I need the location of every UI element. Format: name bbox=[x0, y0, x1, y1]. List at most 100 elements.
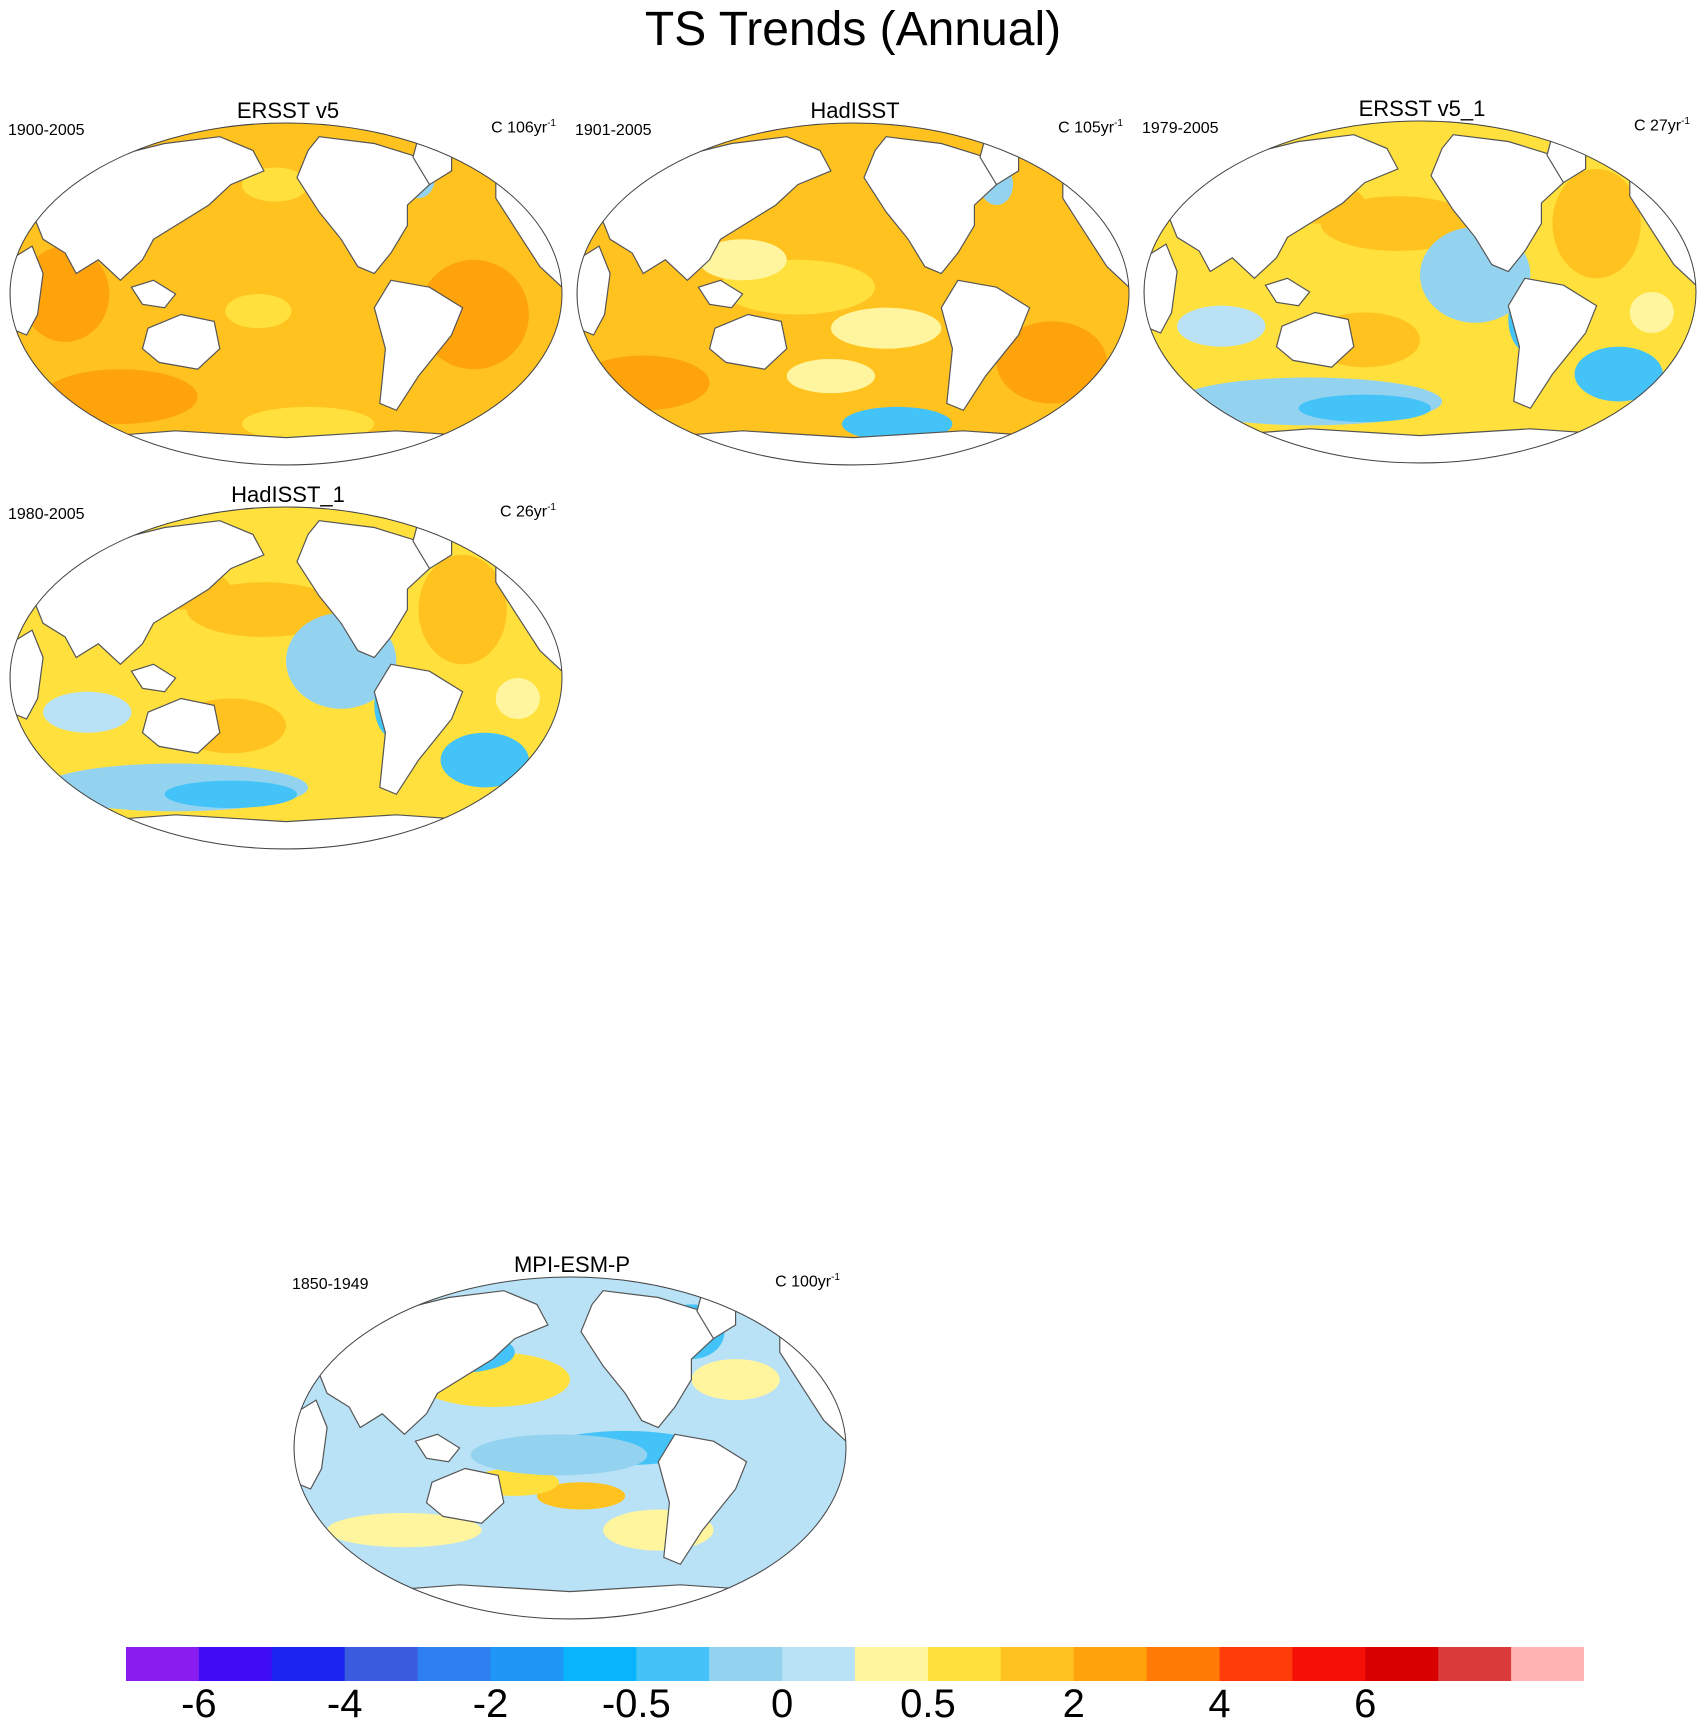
colorbar-swatch bbox=[126, 1647, 200, 1681]
trend-region bbox=[418, 554, 507, 665]
landmass bbox=[10, 629, 44, 720]
panel-title: MPI-ESM-P bbox=[513, 1252, 631, 1277]
trend-region bbox=[495, 678, 540, 720]
trend-region bbox=[786, 358, 876, 394]
trend-region bbox=[1177, 305, 1266, 347]
colorbar-swatch bbox=[1511, 1647, 1584, 1681]
colorbar-swatch bbox=[563, 1647, 637, 1681]
trend-region bbox=[536, 1482, 626, 1510]
landmass bbox=[130, 279, 177, 309]
colorbar-swatch bbox=[1365, 1647, 1439, 1681]
panel-period: 1850-1949 bbox=[292, 1276, 369, 1293]
colorbar-swatch bbox=[271, 1647, 346, 1681]
landmass bbox=[1275, 311, 1355, 368]
world-map bbox=[293, 1276, 847, 1620]
trend-region bbox=[225, 294, 292, 329]
trend-region bbox=[241, 167, 309, 202]
landmass bbox=[577, 245, 611, 336]
landmass bbox=[141, 697, 221, 754]
colorbar-swatch bbox=[782, 1647, 856, 1681]
colorbar-tick-label: 6 bbox=[1354, 1682, 1377, 1726]
trend-region bbox=[577, 355, 710, 411]
figure-title: TS Trends (Annual) bbox=[644, 3, 1062, 56]
panel-title: ERSST v5 bbox=[236, 98, 340, 123]
panel-title: HadISST bbox=[810, 98, 900, 123]
trend-region bbox=[164, 780, 298, 808]
world-map bbox=[1143, 120, 1697, 464]
trend-region bbox=[691, 1359, 780, 1401]
panel-period: 1979-2005 bbox=[1142, 120, 1219, 137]
map-outline bbox=[1143, 120, 1697, 464]
colorbar-swatch bbox=[417, 1647, 491, 1681]
colorbar-swatch bbox=[1146, 1647, 1220, 1681]
colorbar-tick-label: -4 bbox=[326, 1682, 363, 1726]
colorbar bbox=[126, 1647, 1584, 1681]
colorbar-swatch bbox=[636, 1647, 710, 1681]
landmass bbox=[708, 313, 788, 370]
colorbar-swatch bbox=[344, 1647, 419, 1681]
colorbar-swatch bbox=[198, 1647, 273, 1681]
trend-region bbox=[327, 1512, 482, 1548]
panel-units: C 105yr-1 bbox=[1058, 118, 1123, 137]
landmass bbox=[141, 313, 221, 370]
landmass bbox=[425, 1467, 505, 1524]
colorbar-swatch bbox=[709, 1647, 783, 1681]
map-panel-hadisst: HadISST 1901-2005 C 105yr-1 bbox=[575, 98, 1135, 468]
trend-region bbox=[1629, 292, 1674, 334]
colorbar-swatch bbox=[490, 1647, 564, 1681]
map-panel-ersst-v5-1: ERSST v5_1 1979-2005 C 27yr-1 bbox=[1142, 96, 1702, 466]
panel-period: 1980-2005 bbox=[8, 506, 85, 523]
colorbar-swatch bbox=[1292, 1647, 1366, 1681]
world-map bbox=[576, 122, 1130, 466]
landmass bbox=[657, 1433, 748, 1566]
panel-period: 1901-2005 bbox=[575, 122, 652, 139]
panel-units: C 106yr-1 bbox=[491, 118, 556, 137]
colorbar-tick-label: -6 bbox=[181, 1682, 217, 1726]
colorbar-tick-label: -2 bbox=[472, 1682, 509, 1726]
colorbar-swatch bbox=[927, 1647, 1002, 1681]
map-panel-hadisst-1: HadISST_1 1980-2005 C 26yr-1 bbox=[8, 482, 568, 852]
colorbar-tick-label: 0.5 bbox=[900, 1682, 956, 1726]
colorbar-tick-label: 4 bbox=[1208, 1682, 1231, 1726]
colorbar-tick-label: 0 bbox=[770, 1682, 794, 1726]
landmass bbox=[294, 1399, 328, 1490]
landmass bbox=[1264, 277, 1311, 307]
map-panel-mpi-esm-p: MPI-ESM-P 1850-1949 C 100yr-1 bbox=[292, 1252, 852, 1622]
panel-title: ERSST v5_1 bbox=[1358, 96, 1486, 121]
landmass bbox=[1144, 243, 1178, 334]
panel-units: C 27yr-1 bbox=[1633, 116, 1690, 135]
trend-region bbox=[698, 239, 787, 281]
trend-region bbox=[21, 246, 110, 342]
world-map bbox=[9, 506, 563, 850]
landmass bbox=[130, 663, 177, 693]
trend-region bbox=[241, 406, 375, 442]
panel-units: C 26yr-1 bbox=[499, 502, 556, 521]
colorbar-swatch bbox=[1219, 1647, 1293, 1681]
trend-region bbox=[440, 732, 529, 788]
colorbar-swatch bbox=[1000, 1647, 1075, 1681]
trend-region bbox=[1552, 168, 1641, 279]
landmass bbox=[1507, 277, 1598, 410]
trend-region bbox=[841, 406, 953, 442]
landmass bbox=[373, 279, 464, 412]
trend-region bbox=[1298, 394, 1432, 422]
panel-title: HadISST_1 bbox=[231, 482, 345, 507]
colorbar-tick-label: -0.5 bbox=[601, 1682, 671, 1726]
colorbar-swatch bbox=[1438, 1647, 1512, 1681]
landmass bbox=[697, 279, 744, 309]
panel-units: C 100yr-1 bbox=[775, 1272, 840, 1291]
map-outline bbox=[576, 122, 1130, 466]
colorbar-swatch bbox=[1073, 1647, 1148, 1681]
trend-region bbox=[830, 307, 942, 349]
landmass bbox=[373, 663, 464, 796]
panel-period: 1900-2005 bbox=[8, 122, 85, 139]
trend-region bbox=[1574, 346, 1663, 402]
landmass bbox=[10, 245, 44, 336]
map-outline bbox=[9, 506, 563, 850]
trend-region bbox=[43, 691, 132, 733]
colorbar-swatch bbox=[855, 1647, 929, 1681]
map-panel-ersst-v5: ERSST v5 1900-2005 C 106yr-1 bbox=[8, 98, 568, 468]
colorbar-tick-label: 2 bbox=[1062, 1682, 1085, 1726]
world-map bbox=[9, 122, 563, 466]
landmass bbox=[940, 279, 1031, 412]
